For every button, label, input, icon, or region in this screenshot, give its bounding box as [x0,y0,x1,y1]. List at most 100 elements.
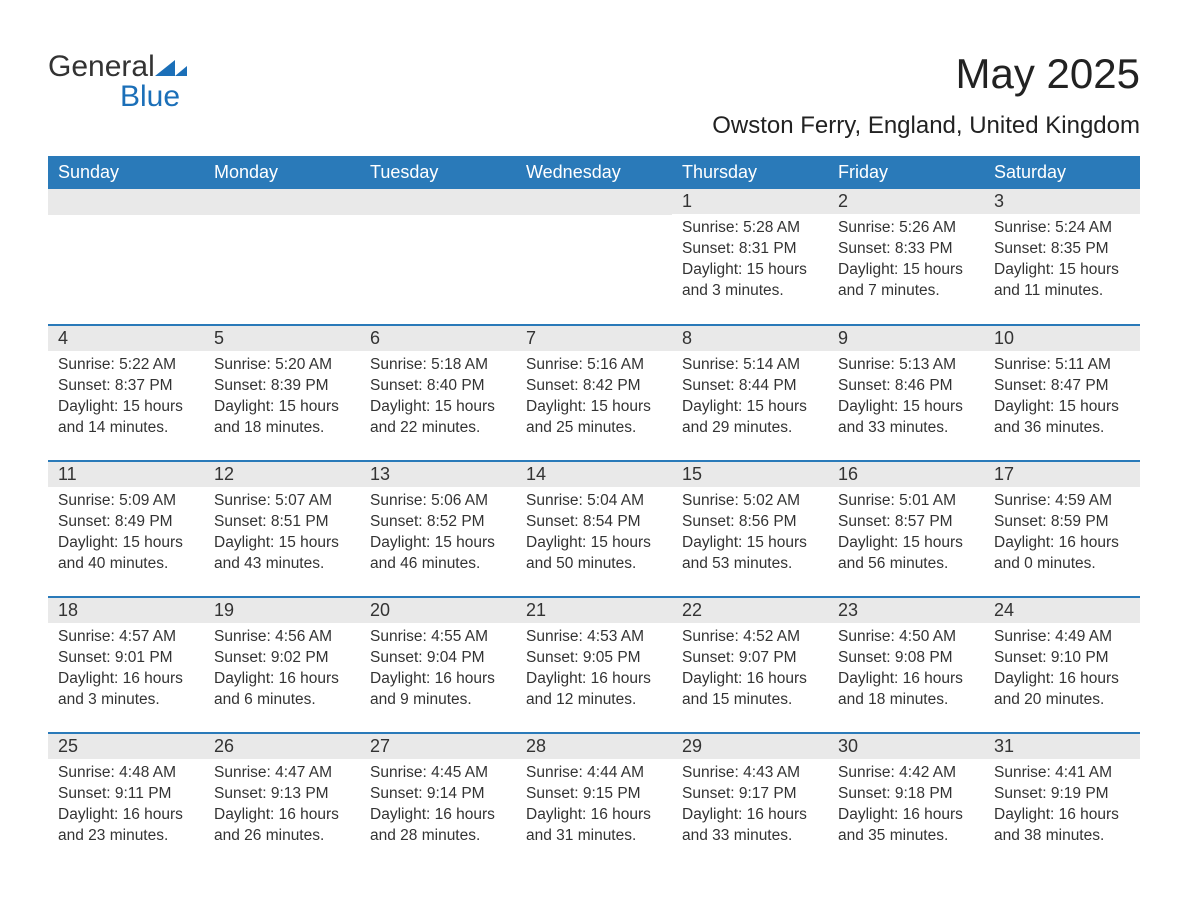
day-number: 13 [360,462,516,487]
sunrise-text: Sunrise: 4:48 AM [58,763,194,784]
sunset-text: Sunset: 8:37 PM [58,376,194,397]
sunset-text: Sunset: 9:10 PM [994,648,1130,669]
day-body: Sunrise: 5:20 AMSunset: 8:39 PMDaylight:… [204,351,360,447]
sunset-text: Sunset: 9:11 PM [58,784,194,805]
day-cell [204,189,360,325]
week-row: 1Sunrise: 5:28 AMSunset: 8:31 PMDaylight… [48,189,1140,325]
brand-part1: General [48,50,155,83]
daylight-text: Daylight: 16 hours and 3 minutes. [58,669,194,711]
day-body: Sunrise: 5:26 AMSunset: 8:33 PMDaylight:… [828,214,984,310]
daylight-text: Daylight: 15 hours and 36 minutes. [994,397,1130,439]
daylight-text: Daylight: 15 hours and 43 minutes. [214,533,350,575]
sunset-text: Sunset: 8:59 PM [994,512,1130,533]
sunset-text: Sunset: 8:47 PM [994,376,1130,397]
day-cell: 20Sunrise: 4:55 AMSunset: 9:04 PMDayligh… [360,597,516,733]
day-body: Sunrise: 4:44 AMSunset: 9:15 PMDaylight:… [516,759,672,855]
day-cell: 17Sunrise: 4:59 AMSunset: 8:59 PMDayligh… [984,461,1140,597]
day-number: 21 [516,598,672,623]
daylight-text: Daylight: 16 hours and 15 minutes. [682,669,818,711]
daylight-text: Daylight: 15 hours and 56 minutes. [838,533,974,575]
day-cell: 26Sunrise: 4:47 AMSunset: 9:13 PMDayligh… [204,733,360,869]
daylight-text: Daylight: 15 hours and 14 minutes. [58,397,194,439]
day-body: Sunrise: 4:48 AMSunset: 9:11 PMDaylight:… [48,759,204,855]
weekday-header: Sunday [48,156,204,189]
daylight-text: Daylight: 15 hours and 33 minutes. [838,397,974,439]
sunrise-text: Sunrise: 5:07 AM [214,491,350,512]
day-number: 8 [672,326,828,351]
day-body: Sunrise: 4:47 AMSunset: 9:13 PMDaylight:… [204,759,360,855]
day-number: 5 [204,326,360,351]
daylight-text: Daylight: 15 hours and 29 minutes. [682,397,818,439]
sunset-text: Sunset: 8:51 PM [214,512,350,533]
day-number: 2 [828,189,984,214]
day-number: 18 [48,598,204,623]
sunset-text: Sunset: 8:35 PM [994,239,1130,260]
sunset-text: Sunset: 9:13 PM [214,784,350,805]
week-row: 18Sunrise: 4:57 AMSunset: 9:01 PMDayligh… [48,597,1140,733]
daylight-text: Daylight: 16 hours and 9 minutes. [370,669,506,711]
day-cell: 16Sunrise: 5:01 AMSunset: 8:57 PMDayligh… [828,461,984,597]
sunrise-text: Sunrise: 5:16 AM [526,355,662,376]
sunrise-text: Sunrise: 4:49 AM [994,627,1130,648]
sunrise-text: Sunrise: 4:56 AM [214,627,350,648]
weekday-header: Thursday [672,156,828,189]
day-body: Sunrise: 5:22 AMSunset: 8:37 PMDaylight:… [48,351,204,447]
day-body: Sunrise: 5:13 AMSunset: 8:46 PMDaylight:… [828,351,984,447]
daylight-text: Daylight: 16 hours and 35 minutes. [838,805,974,847]
sunset-text: Sunset: 9:05 PM [526,648,662,669]
brand-part2: Blue [120,80,180,113]
day-cell: 1Sunrise: 5:28 AMSunset: 8:31 PMDaylight… [672,189,828,325]
day-cell: 31Sunrise: 4:41 AMSunset: 9:19 PMDayligh… [984,733,1140,869]
weekday-header: Friday [828,156,984,189]
day-body: Sunrise: 4:45 AMSunset: 9:14 PMDaylight:… [360,759,516,855]
day-cell: 8Sunrise: 5:14 AMSunset: 8:44 PMDaylight… [672,325,828,461]
day-body: Sunrise: 5:28 AMSunset: 8:31 PMDaylight:… [672,214,828,310]
sunrise-text: Sunrise: 5:09 AM [58,491,194,512]
brand-text: General Blue [48,50,187,112]
week-row: 4Sunrise: 5:22 AMSunset: 8:37 PMDaylight… [48,325,1140,461]
sunrise-text: Sunrise: 4:42 AM [838,763,974,784]
sunrise-text: Sunrise: 5:14 AM [682,355,818,376]
day-cell: 7Sunrise: 5:16 AMSunset: 8:42 PMDaylight… [516,325,672,461]
sunrise-text: Sunrise: 4:41 AM [994,763,1130,784]
sunrise-text: Sunrise: 5:24 AM [994,218,1130,239]
day-number: 20 [360,598,516,623]
day-cell: 23Sunrise: 4:50 AMSunset: 9:08 PMDayligh… [828,597,984,733]
daylight-text: Daylight: 15 hours and 7 minutes. [838,260,974,302]
day-body: Sunrise: 5:18 AMSunset: 8:40 PMDaylight:… [360,351,516,447]
day-body: Sunrise: 4:50 AMSunset: 9:08 PMDaylight:… [828,623,984,719]
day-number: 3 [984,189,1140,214]
day-number: 19 [204,598,360,623]
day-number: 31 [984,734,1140,759]
sunset-text: Sunset: 9:14 PM [370,784,506,805]
day-body: Sunrise: 4:55 AMSunset: 9:04 PMDaylight:… [360,623,516,719]
day-number: 25 [48,734,204,759]
day-number: 15 [672,462,828,487]
day-number: 24 [984,598,1140,623]
sunrise-text: Sunrise: 5:13 AM [838,355,974,376]
daylight-text: Daylight: 15 hours and 18 minutes. [214,397,350,439]
header-bar: General Blue May 2025 Owston Ferry, Engl… [48,50,1140,150]
location-text: Owston Ferry, England, United Kingdom [712,112,1140,140]
day-body: Sunrise: 4:49 AMSunset: 9:10 PMDaylight:… [984,623,1140,719]
sunset-text: Sunset: 9:19 PM [994,784,1130,805]
day-cell: 12Sunrise: 5:07 AMSunset: 8:51 PMDayligh… [204,461,360,597]
day-number: 14 [516,462,672,487]
sunset-text: Sunset: 9:15 PM [526,784,662,805]
day-number: 16 [828,462,984,487]
daylight-text: Daylight: 16 hours and 12 minutes. [526,669,662,711]
daylight-text: Daylight: 16 hours and 28 minutes. [370,805,506,847]
sunrise-text: Sunrise: 4:55 AM [370,627,506,648]
sunset-text: Sunset: 8:52 PM [370,512,506,533]
sunrise-text: Sunrise: 5:26 AM [838,218,974,239]
daylight-text: Daylight: 15 hours and 46 minutes. [370,533,506,575]
sunset-text: Sunset: 8:57 PM [838,512,974,533]
day-body: Sunrise: 5:16 AMSunset: 8:42 PMDaylight:… [516,351,672,447]
day-cell: 27Sunrise: 4:45 AMSunset: 9:14 PMDayligh… [360,733,516,869]
sunrise-text: Sunrise: 4:45 AM [370,763,506,784]
sunset-text: Sunset: 8:46 PM [838,376,974,397]
sunrise-text: Sunrise: 5:22 AM [58,355,194,376]
day-number: 1 [672,189,828,214]
day-cell: 11Sunrise: 5:09 AMSunset: 8:49 PMDayligh… [48,461,204,597]
day-cell: 9Sunrise: 5:13 AMSunset: 8:46 PMDaylight… [828,325,984,461]
